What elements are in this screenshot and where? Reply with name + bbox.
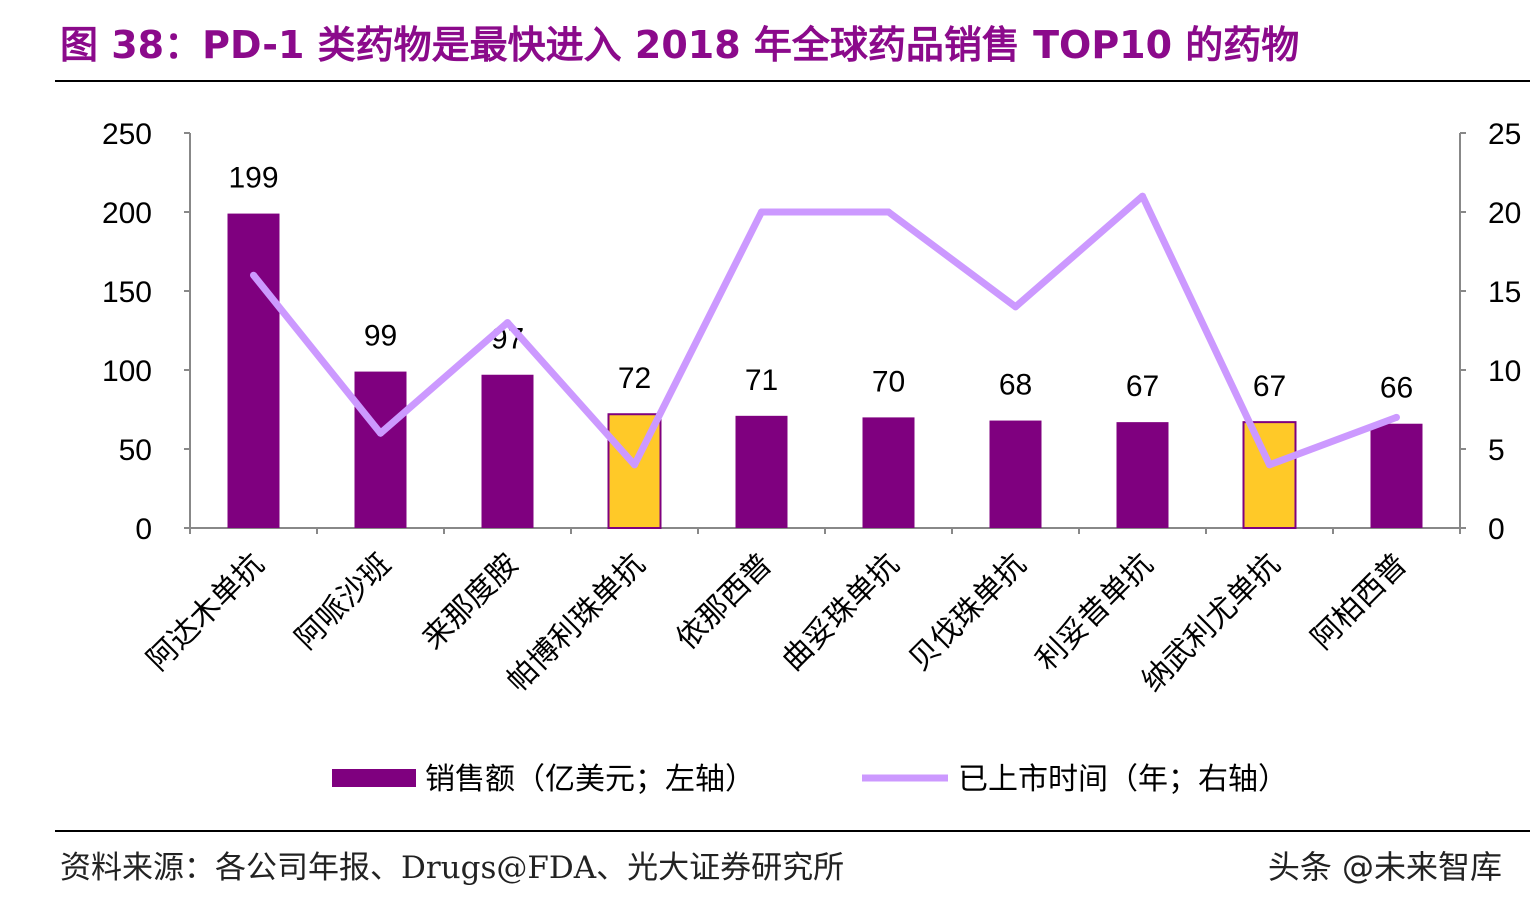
legend-label-line: 已上市时间（年；右轴）	[958, 762, 1288, 797]
category-label: 依那西普	[670, 547, 780, 657]
line-point	[885, 208, 892, 216]
bar	[1116, 422, 1169, 528]
right-tick-label: 10	[1488, 355, 1521, 388]
bar-data-label: 99	[364, 320, 397, 353]
line-point	[504, 319, 511, 327]
bar-data-label: 67	[1253, 370, 1286, 403]
line-point	[377, 429, 384, 437]
bar-data-label: 70	[872, 365, 905, 398]
left-tick-label: 0	[135, 513, 152, 546]
line-point	[1139, 192, 1146, 200]
chart-title: 图 38：PD-1 类药物是最快进入 2018 年全球药品销售 TOP10 的药…	[60, 23, 1300, 67]
line-point	[250, 271, 257, 279]
legend-swatch-bar	[332, 769, 416, 787]
right-tick-label: 25	[1488, 118, 1521, 151]
bar	[1242, 421, 1297, 530]
bar	[481, 374, 534, 528]
category-label: 来那度胺	[416, 547, 526, 657]
line-point	[758, 208, 765, 216]
bar-data-label: 68	[999, 369, 1032, 402]
category-label: 阿哌沙班	[289, 547, 399, 657]
category-label: 曲妥珠单抗	[775, 547, 906, 678]
watermark: 头条 @未来智库	[1267, 848, 1502, 886]
source-rule	[55, 830, 1530, 832]
line-series	[250, 192, 1398, 469]
category-label: 贝伐珠单抗	[902, 547, 1033, 678]
right-tick-label: 0	[1488, 513, 1505, 546]
bar-data-label: 66	[1380, 372, 1413, 405]
bar-data-label: 71	[745, 364, 778, 397]
bar-data-label: 67	[1126, 370, 1159, 403]
left-tick-label: 250	[102, 118, 152, 151]
bar	[1370, 423, 1423, 528]
line-point	[1266, 461, 1273, 469]
bar	[989, 420, 1042, 528]
left-tick-label: 50	[119, 434, 152, 467]
category-label: 利妥昔单抗	[1029, 547, 1160, 678]
bar-data-label: 199	[228, 162, 278, 195]
bar	[862, 417, 915, 528]
line-point	[1393, 413, 1400, 421]
left-tick-label: 200	[102, 197, 152, 230]
source-note: 资料来源：各公司年报、Drugs@FDA、光大证券研究所	[60, 850, 845, 886]
legend-label-bar: 销售额（亿美元；左轴）	[425, 762, 755, 797]
category-label: 阿达木单抗	[140, 547, 271, 678]
bar	[735, 415, 788, 528]
line-point	[1012, 303, 1019, 311]
left-tick-label: 150	[102, 276, 152, 309]
bar-data-label: 72	[618, 362, 651, 395]
bar	[227, 213, 280, 528]
category-label: 阿柏西普	[1305, 547, 1415, 657]
right-tick-label: 20	[1488, 197, 1521, 230]
line-point	[631, 461, 638, 469]
left-tick-label: 100	[102, 355, 152, 388]
title-rule	[55, 80, 1530, 82]
right-tick-label: 5	[1488, 434, 1505, 467]
right-tick-label: 15	[1488, 276, 1521, 309]
bar	[354, 371, 407, 528]
